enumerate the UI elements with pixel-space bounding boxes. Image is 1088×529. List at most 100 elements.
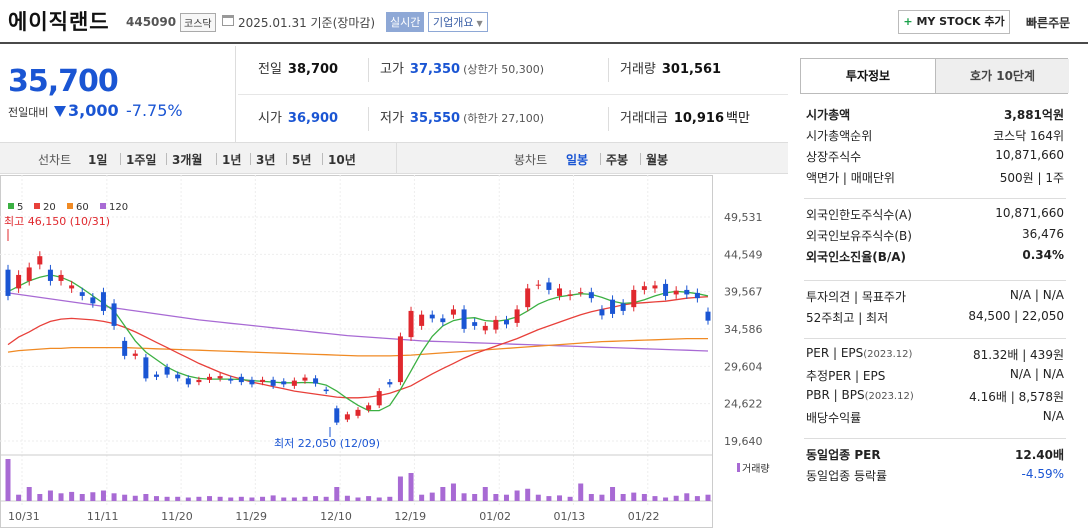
info-value: N/A | N/A (1009, 367, 1064, 381)
volume-bar (684, 493, 690, 501)
info-row: 동일업종 PER 12.40배 (804, 444, 1066, 465)
period-item[interactable]: 3년 (256, 153, 276, 167)
volume-bar (493, 494, 499, 501)
chart-frame (0, 175, 713, 528)
info-section: 동일업종 PER 12.40배 동일업종 등락률 -4.59% (804, 444, 1066, 486)
quote-value: 301,561 (661, 62, 722, 77)
plus-icon: + (903, 15, 913, 28)
volume-bar (387, 496, 393, 501)
tab-investment-info[interactable]: 투자정보 (801, 59, 935, 93)
candle-period-item[interactable]: 일봉 (566, 153, 589, 167)
info-key: 배당수익률 (806, 411, 862, 425)
candle-body (578, 292, 584, 294)
legend-swatch (34, 203, 40, 209)
candle-body (599, 309, 605, 316)
candle-body (376, 391, 382, 406)
quote-high: 고가 37,350 (상한가 50,300) (380, 46, 544, 94)
candle-body (610, 299, 616, 314)
candle-body (122, 340, 128, 356)
period-item[interactable]: 3개월 (172, 153, 203, 167)
info-key: PBR | BPS(2023.12) (806, 388, 914, 402)
info-row: 추정PER | EPS N/A | N/A (804, 365, 1066, 386)
add-my-stock-label: MY STOCK 추가 (916, 15, 1005, 28)
candle-body (90, 297, 96, 304)
volume-bar (238, 496, 244, 501)
candle-body (546, 282, 552, 290)
candle-period-item[interactable]: 주봉 (606, 153, 629, 167)
volume-bar (175, 496, 181, 501)
volume-bar (79, 494, 85, 501)
period-item[interactable]: 5년 (292, 153, 312, 167)
candle-body (482, 325, 488, 331)
change-value: 3,000 (68, 101, 119, 120)
quote-open: 시가 36,900 (258, 95, 338, 143)
volume-bar (429, 492, 435, 501)
legend-swatch (8, 203, 14, 209)
volume-bar (69, 491, 75, 501)
change-label: 전일대비 (8, 106, 49, 119)
y-tick-label: 24,622 (724, 398, 763, 411)
candle-body (26, 267, 32, 281)
x-tick-label: 11/29 (235, 510, 267, 523)
candle-body (514, 309, 520, 323)
investment-info-panel: 투자정보 호가 10단계 시가총액 3,881억원 시가총액순위 코스닥 164위 상장… (790, 46, 1088, 529)
info-key: 시가총액순위 (806, 129, 873, 143)
info-value: 0.34% (1022, 248, 1064, 262)
volume-bar (228, 497, 234, 501)
company-overview-button[interactable]: 기업개요 ▼ (428, 12, 488, 32)
quote-low: 저가 35,550 (하한가 27,100) (380, 95, 544, 143)
candle-body (47, 269, 53, 281)
volume-bar (270, 495, 276, 501)
volume-bar (355, 497, 361, 501)
candle-period-item[interactable]: 월봉 (646, 153, 669, 167)
x-tick-label: 12/10 (320, 510, 352, 523)
volume-bar (663, 497, 669, 501)
info-value: 10,871,660 (995, 206, 1064, 220)
base-date: 2025.01.31 기준(장마감) (238, 16, 376, 30)
candle-body (631, 289, 637, 308)
volume-bar (100, 490, 106, 501)
volume-bar (47, 490, 53, 501)
candle-body (37, 256, 43, 265)
change-percent: -7.75% (126, 101, 183, 120)
quick-order-link[interactable]: 빠른주문 (1026, 16, 1071, 30)
add-my-stock-button[interactable]: + MY STOCK 추가 (898, 10, 1010, 34)
volume-bar (344, 495, 350, 501)
info-key-sub: (2023.12) (864, 391, 914, 402)
tab-order-book[interactable]: 호가 10단계 (935, 59, 1069, 93)
volume-bar (705, 494, 711, 501)
chevron-down-icon: ▼ (476, 19, 483, 28)
volume-bar (641, 494, 647, 501)
info-key: 외국인한도주식수(A) (806, 208, 912, 222)
candle-body (16, 274, 22, 289)
candle-body (408, 310, 414, 338)
candle-body (238, 376, 244, 383)
volume-bar (26, 487, 32, 501)
info-row: 외국인소진율(B/A) 0.34% (804, 246, 1066, 267)
period-item[interactable]: 1년 (222, 153, 242, 167)
company-overview-label: 기업개요 (433, 16, 474, 29)
current-price: 35,700 (8, 64, 119, 99)
candle-body (652, 285, 658, 289)
candle-body (185, 378, 191, 385)
candle-chart-label: 봉차트 (514, 153, 548, 167)
candle-body (493, 319, 499, 330)
volume-bar (249, 497, 255, 501)
info-value: 84,500 | 22,050 (968, 309, 1064, 323)
quote-row-2: 시가 36,900 저가 35,550 (하한가 27,100) 거래대금 10,916… (238, 94, 788, 142)
period-item[interactable]: 10년 (328, 153, 356, 167)
info-row: PBR | BPS(2023.12) 4.16배 | 8,578원 (804, 386, 1066, 407)
realtime-button[interactable]: 실시간 (386, 12, 425, 32)
legend-label: 20 (43, 202, 56, 213)
candle-body (79, 292, 85, 296)
price-chart: 49,531 44,549 39,567 34,586 29,604 24,622 19,6… (0, 175, 788, 529)
candle-body (419, 314, 425, 326)
calendar-icon (222, 15, 234, 26)
volume-bar (90, 492, 96, 501)
period-item[interactable]: 1주일 (126, 153, 157, 167)
x-tick-label: 10/31 (8, 510, 40, 523)
period-item[interactable]: 1일 (88, 153, 108, 167)
candle-body (323, 389, 329, 392)
legend-swatch (67, 203, 73, 209)
info-section: PER | EPS(2023.12) 81.32배 | 439원 추정PER | E… (804, 344, 1066, 428)
